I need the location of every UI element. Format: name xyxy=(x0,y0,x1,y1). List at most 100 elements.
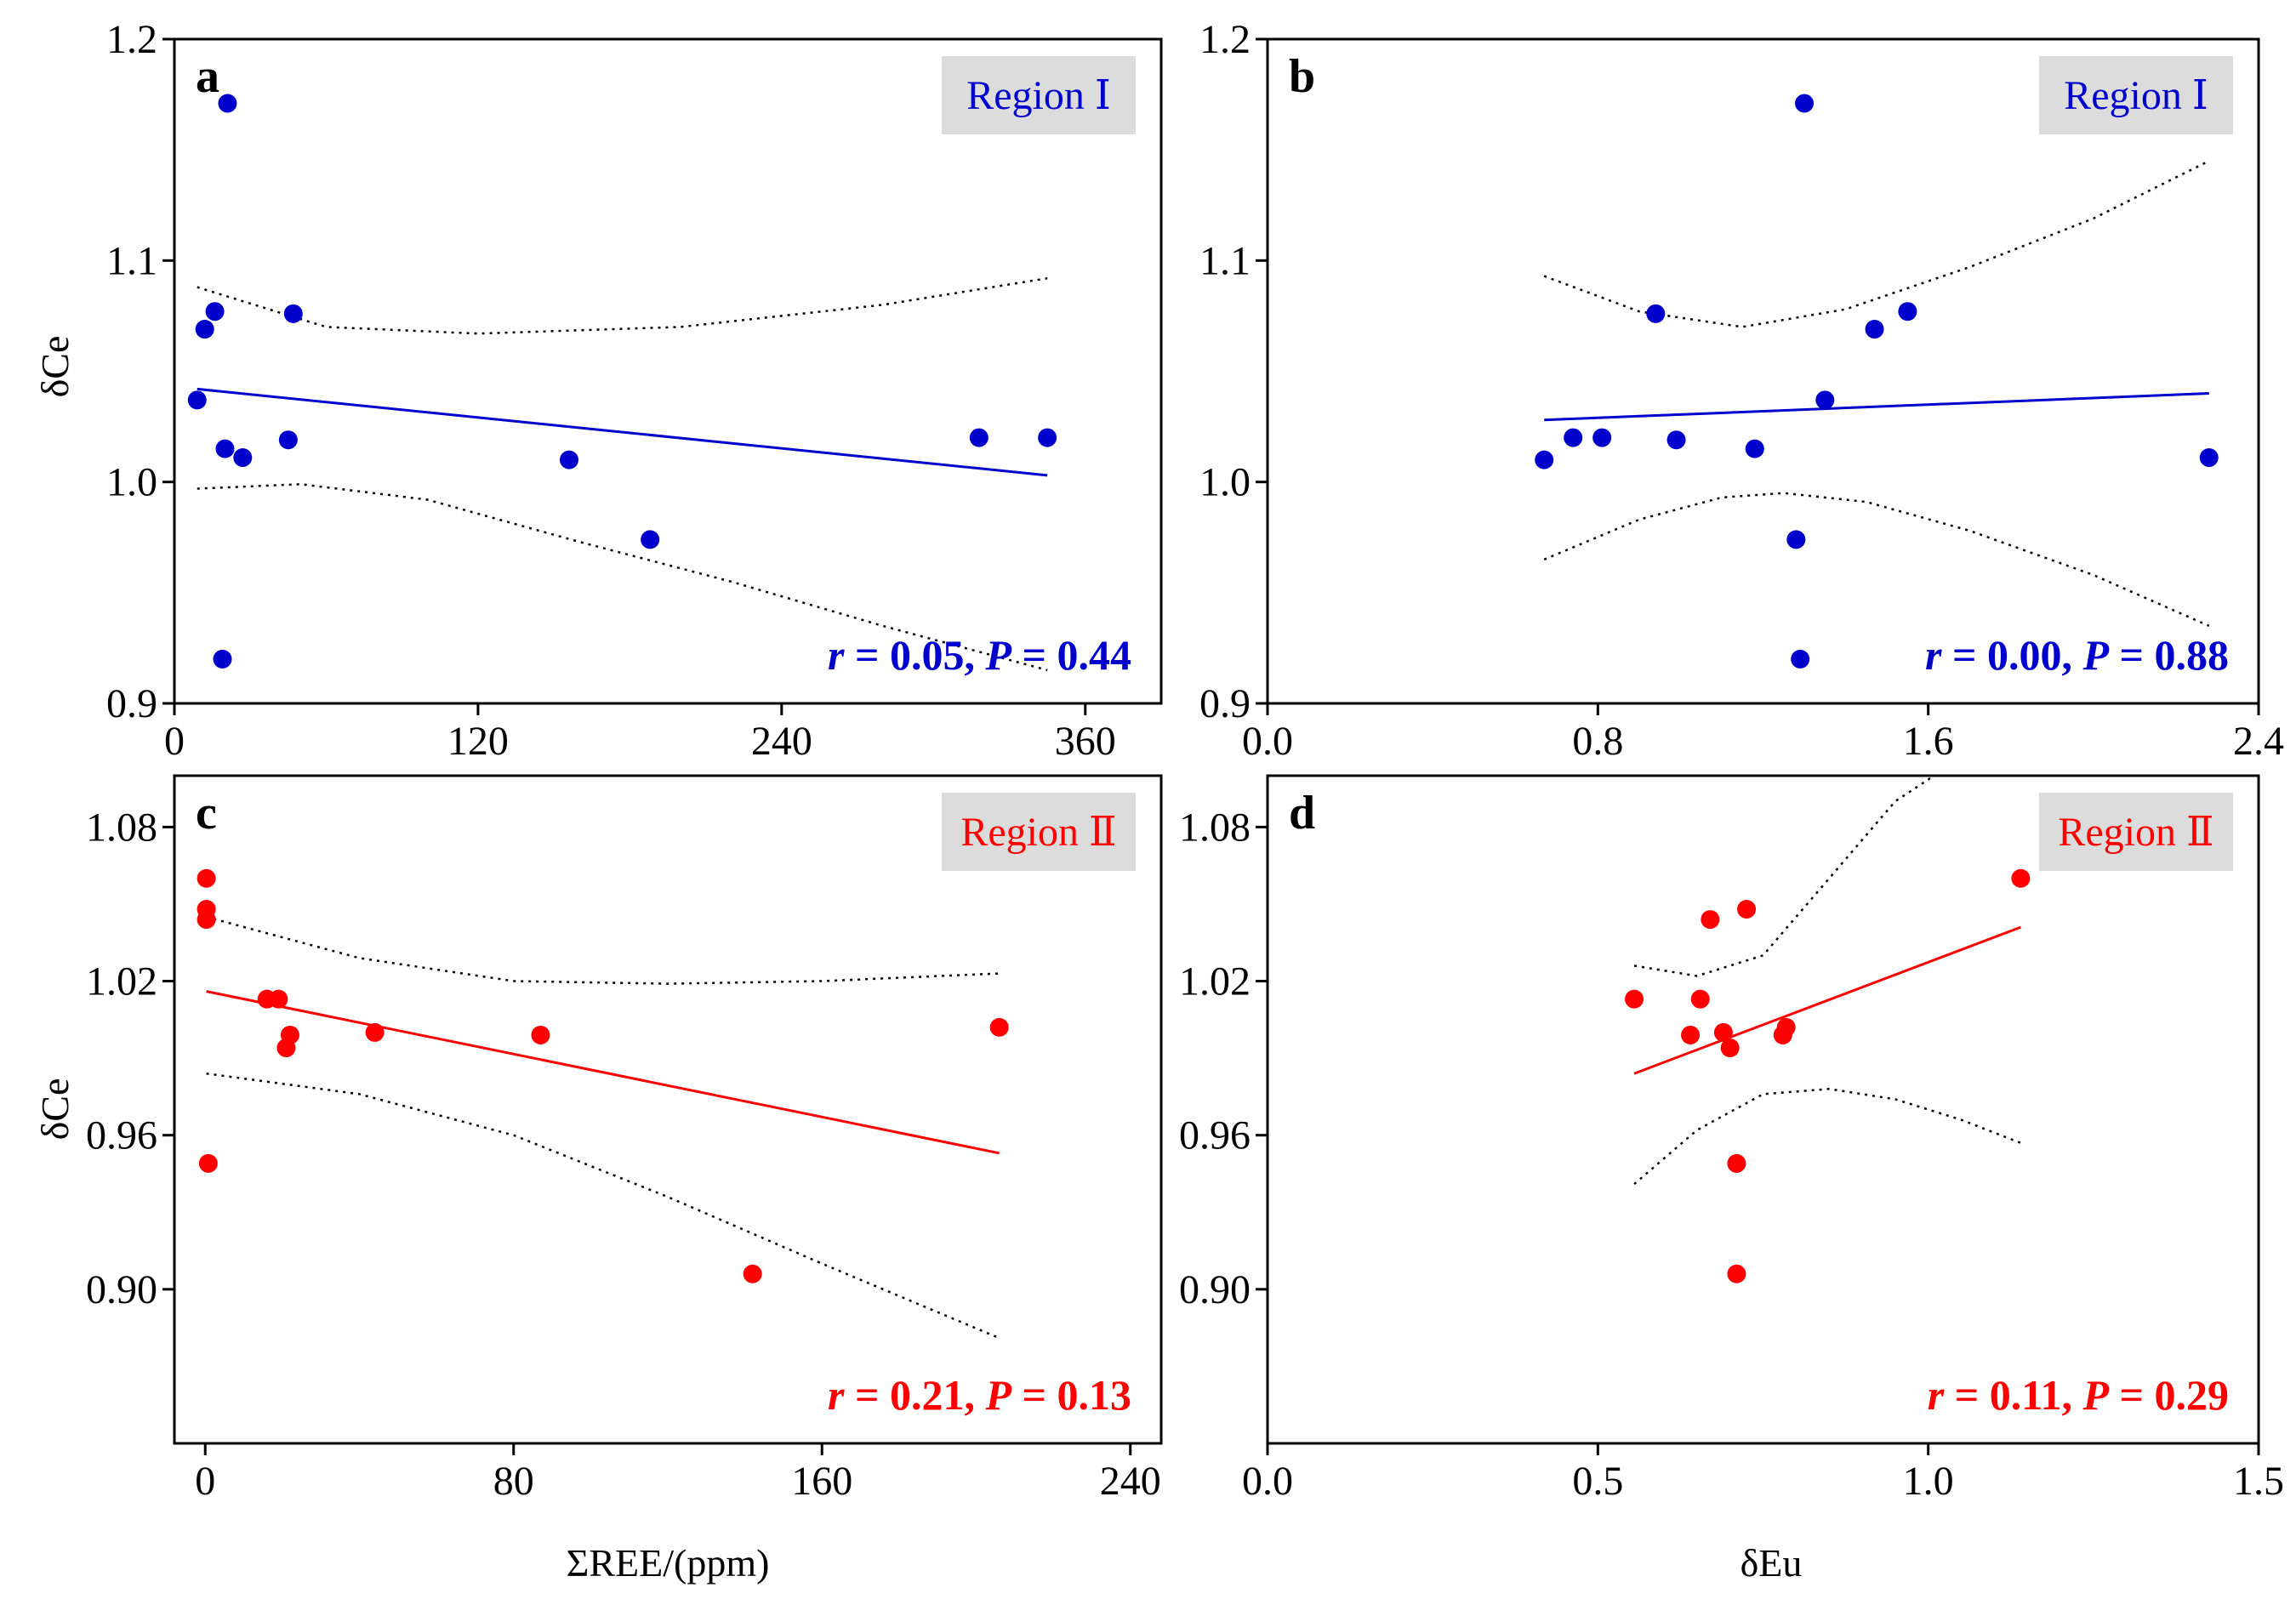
x-tick-label: 160 xyxy=(791,1459,852,1504)
data-point xyxy=(1713,1022,1733,1042)
confidence-upper-curve xyxy=(206,915,1000,985)
stat-symbol: P xyxy=(984,1371,1011,1419)
data-point xyxy=(1535,450,1554,469)
data-point xyxy=(215,439,235,458)
regression-line xyxy=(1633,925,2021,1075)
y-tick-label: 1.08 xyxy=(86,805,157,850)
confidence-lower-curve xyxy=(1543,492,2210,628)
stat-symbol: r xyxy=(828,1371,845,1419)
y-tick-label: 0.96 xyxy=(86,1113,157,1158)
y-tick-label: 1.02 xyxy=(1179,959,1251,1004)
data-point xyxy=(1745,439,1764,458)
data-point xyxy=(1865,320,1884,339)
data-point xyxy=(1592,428,1612,447)
data-point xyxy=(2011,868,2031,888)
data-point xyxy=(198,1153,218,1173)
x-tick-label: 1.0 xyxy=(1903,1459,1954,1504)
y-tick-label: 1.02 xyxy=(86,959,157,1004)
y-tick-label: 1.08 xyxy=(1179,805,1251,850)
stat-symbol: P xyxy=(2082,1371,2109,1419)
data-point xyxy=(641,530,660,549)
confidence-lower-curve xyxy=(1633,1088,2021,1186)
data-point xyxy=(213,649,232,669)
y-axis-title-top: δCe xyxy=(33,336,77,398)
data-point xyxy=(1776,1017,1796,1037)
data-point xyxy=(187,390,207,410)
stat-symbol: r xyxy=(828,631,845,679)
stat-value: = 0.11, xyxy=(1944,1371,2082,1419)
region-label: Region Ⅱ xyxy=(2058,810,2213,855)
data-point xyxy=(1898,302,1917,322)
stat-value: = 0.44 xyxy=(1011,631,1131,679)
panel-letter: b xyxy=(1289,50,1315,103)
x-tick-label: 120 xyxy=(447,719,509,764)
region-label-box xyxy=(942,793,1136,871)
region-label-box xyxy=(2039,793,2233,871)
plot-frame xyxy=(1266,37,2260,705)
data-point xyxy=(197,868,216,888)
data-point xyxy=(1786,530,1806,549)
y-tick-label: 0.96 xyxy=(1179,1113,1251,1158)
x-tick-label: 240 xyxy=(751,719,812,764)
data-point xyxy=(1038,428,1057,447)
data-point xyxy=(989,1017,1009,1037)
plot-frame xyxy=(173,37,1163,705)
y-axis-title-bottom: δCe xyxy=(33,1078,77,1141)
data-point xyxy=(218,94,237,113)
stat-symbol: P xyxy=(2082,631,2109,679)
stat-annotation: r = 0.00, P = 0.88 xyxy=(1925,631,2229,679)
region-label-box xyxy=(942,56,1136,134)
panel-b: 0.0 0.8 1.6 2.4 0.9 1.0 1.1 1.2 b Region Ⅰ r = 0.0… xyxy=(1199,17,2284,764)
confidence-upper-curve xyxy=(1543,160,2210,328)
stat-annotation: r = 0.05, P = 0.44 xyxy=(828,631,1131,679)
x-tick-label: 240 xyxy=(1100,1459,1161,1504)
data-point xyxy=(1727,1153,1746,1173)
data-point xyxy=(560,450,578,469)
y-tick-label: 1.2 xyxy=(106,17,157,62)
data-point xyxy=(269,989,288,1009)
data-point xyxy=(1690,989,1710,1009)
region-label: Region Ⅱ xyxy=(960,810,1116,855)
x-tick-label: 0.0 xyxy=(1242,1459,1293,1504)
data-point xyxy=(205,302,225,322)
data-point xyxy=(743,1264,762,1283)
panel-letter: c xyxy=(196,787,217,839)
region-label: Region Ⅰ xyxy=(2064,73,2208,118)
panel-c: 0 80 160 240 0.90 0.96 1.02 1.08 c Region Ⅱ r = 0.… xyxy=(86,774,1163,1504)
data-point xyxy=(1681,1025,1701,1044)
stat-value: = 0.00, xyxy=(1941,631,2082,679)
stat-value: = 0.29 xyxy=(2109,1371,2229,1419)
panel-a: 0 120 240 360 0.9 1.0 1.1 1.2 a Region Ⅰ r = 0.05,… xyxy=(106,17,1163,764)
x-tick-label: 80 xyxy=(493,1459,534,1504)
data-point xyxy=(195,320,214,339)
regression-line xyxy=(206,990,1000,1155)
data-point xyxy=(1737,900,1757,919)
confidence-upper-curve xyxy=(1633,776,1936,977)
panel-letter: a xyxy=(196,50,219,103)
data-point xyxy=(1646,304,1666,323)
y-tick-label: 1.0 xyxy=(106,460,157,505)
stat-value: = 0.21, xyxy=(844,1371,985,1419)
stat-symbol: r xyxy=(1925,631,1942,679)
stat-value: = 0.13 xyxy=(1011,1371,1131,1419)
stat-value: = 0.88 xyxy=(2109,631,2229,679)
data-point xyxy=(1815,390,1835,410)
confidence-lower-curve xyxy=(206,1072,1000,1340)
x-axis-title-right: δEu xyxy=(1741,1541,1803,1585)
regression-line xyxy=(197,387,1048,477)
x-tick-label: 2.4 xyxy=(2233,719,2284,764)
y-tick-label: 0.9 xyxy=(106,681,157,726)
x-tick-label: 0 xyxy=(164,719,185,764)
x-tick-label: 360 xyxy=(1055,719,1116,764)
x-tick-label: 0 xyxy=(195,1459,215,1504)
stat-annotation: r = 0.11, P = 0.29 xyxy=(1928,1371,2229,1419)
panel-letter: d xyxy=(1289,787,1315,839)
data-point xyxy=(1791,649,1810,669)
data-point xyxy=(1625,989,1644,1009)
x-axis-title-left: ΣREE/(ppm) xyxy=(567,1541,770,1585)
data-point xyxy=(365,1022,385,1042)
data-point xyxy=(2199,448,2219,468)
plot-frame xyxy=(173,774,1163,1445)
stat-symbol: P xyxy=(984,631,1011,679)
